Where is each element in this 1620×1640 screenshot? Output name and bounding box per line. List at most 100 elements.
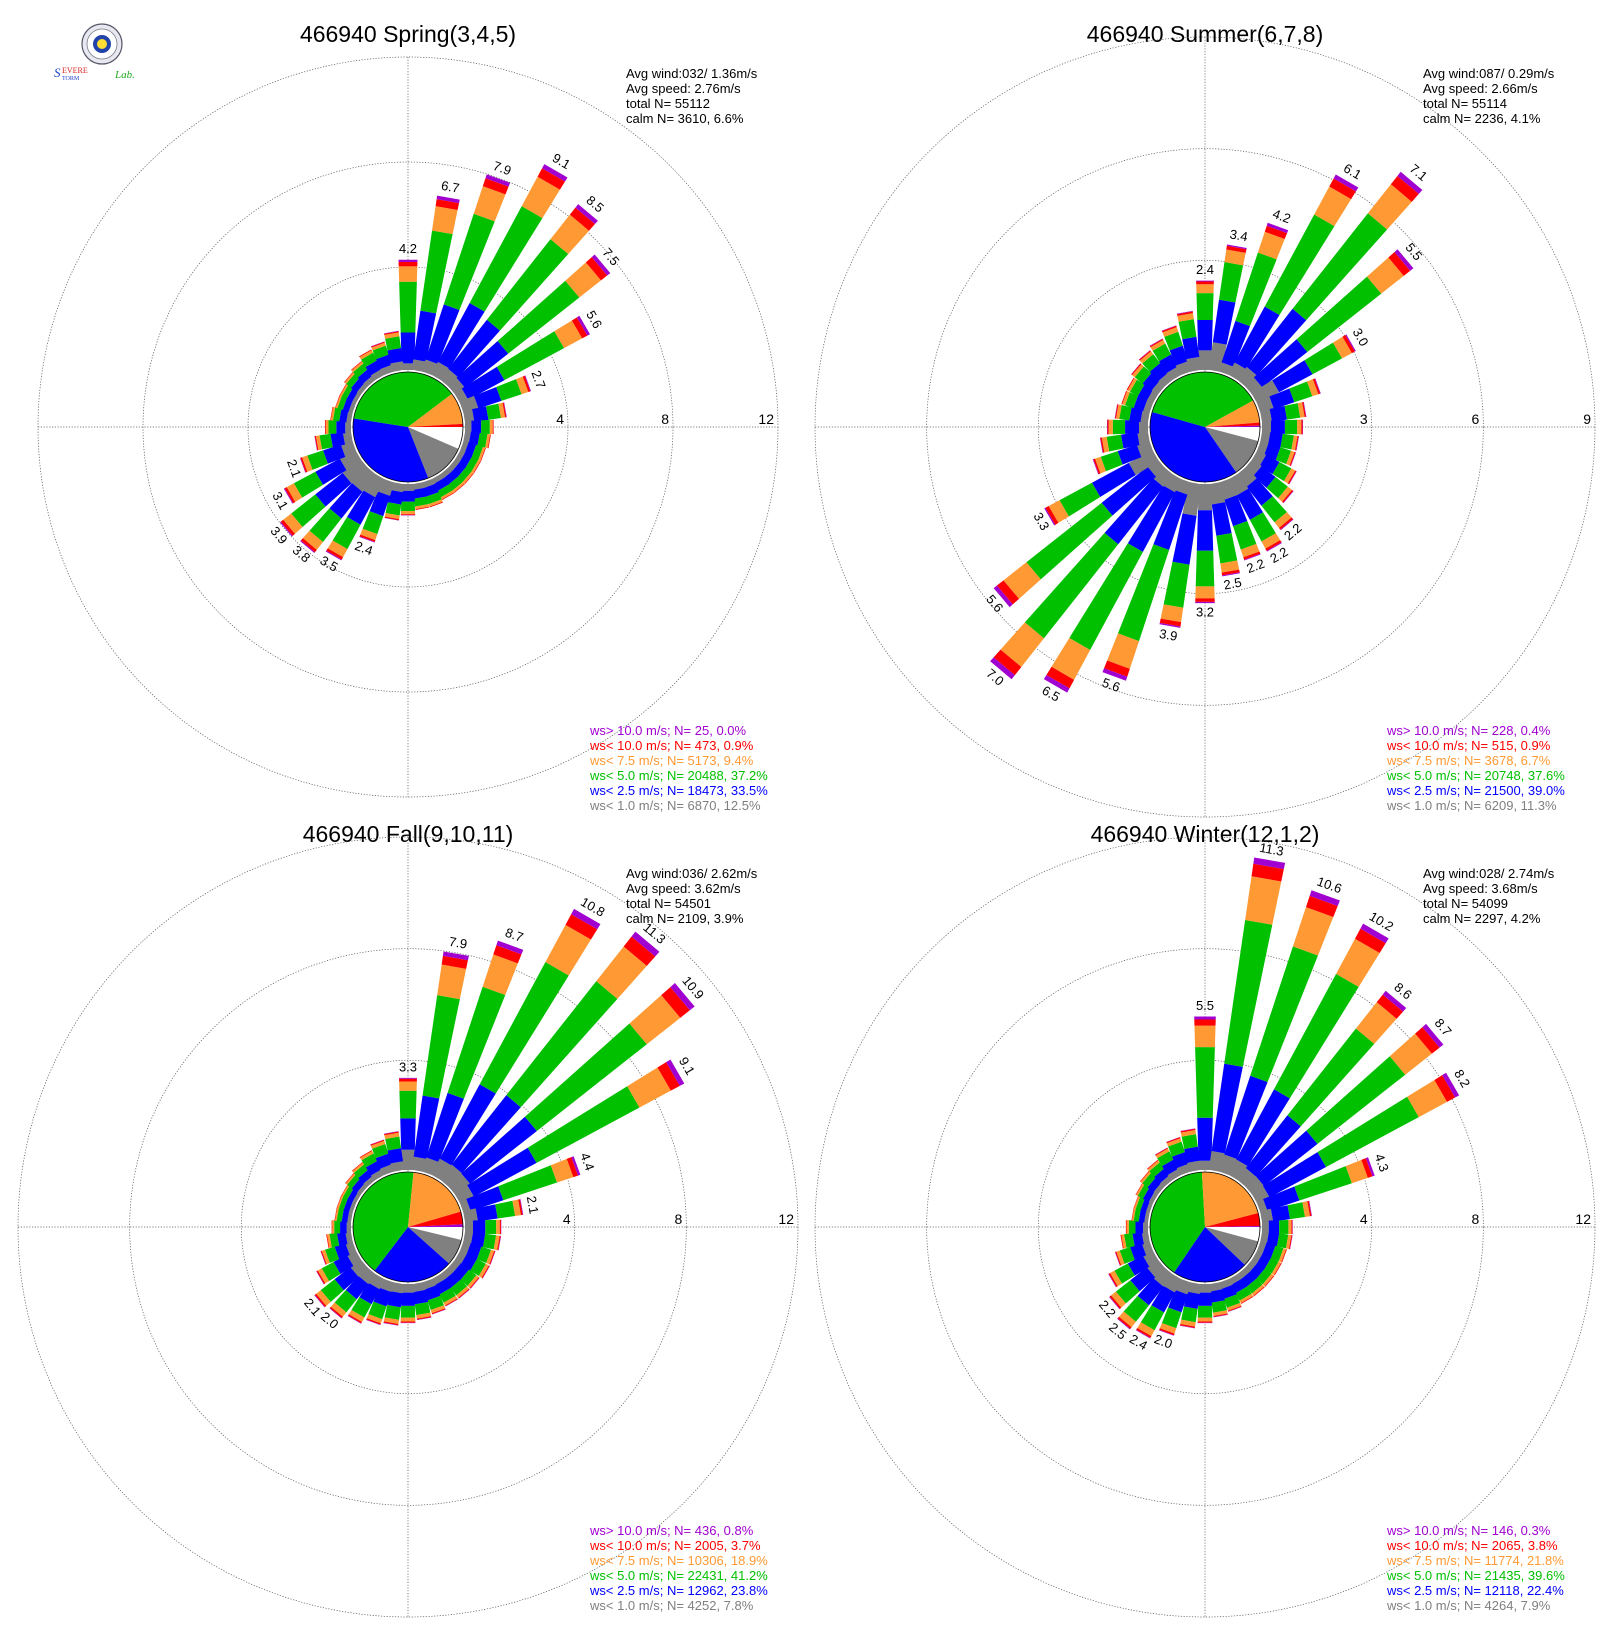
bar-segment bbox=[413, 1095, 440, 1159]
bar-segment bbox=[585, 257, 608, 281]
stat-line: calm N= 2109, 3.9% bbox=[626, 911, 744, 926]
bar-segment bbox=[401, 1292, 415, 1306]
bar-segment bbox=[472, 406, 489, 422]
bar-segment bbox=[314, 436, 318, 451]
direction-bar bbox=[447, 1258, 480, 1289]
bar-segment bbox=[411, 1282, 426, 1293]
bar-segment bbox=[351, 1297, 372, 1318]
direction-bar bbox=[398, 259, 418, 370]
bar-segment bbox=[1145, 1200, 1154, 1214]
bar-segment bbox=[993, 585, 1013, 608]
grid-ring bbox=[240, 1059, 576, 1395]
bar-segment bbox=[1397, 171, 1423, 194]
bar-segment bbox=[1198, 350, 1212, 370]
stat-line: Avg speed: 3.62m/s bbox=[626, 881, 741, 896]
direction-bar bbox=[1208, 1282, 1228, 1318]
ring-label: 12 bbox=[1575, 1211, 1591, 1227]
legend-entry: ws> 10.0 m/s; N= 436, 0.8% bbox=[589, 1523, 754, 1538]
bar-segment bbox=[363, 473, 385, 498]
bar-segment bbox=[459, 1198, 471, 1214]
direction-bar bbox=[330, 406, 353, 424]
bar-segment bbox=[362, 511, 384, 535]
direction-bar bbox=[1251, 334, 1356, 404]
direction-bar bbox=[1208, 857, 1286, 1172]
bar-segment bbox=[445, 1298, 458, 1307]
direction-bar bbox=[447, 458, 475, 484]
bar-segment bbox=[439, 1287, 456, 1303]
direction-bar bbox=[1218, 222, 1289, 376]
bar-segment bbox=[1317, 1096, 1419, 1167]
bar-segment bbox=[1302, 1201, 1310, 1217]
bar-segment bbox=[284, 487, 296, 504]
ring-label: 4 bbox=[556, 411, 564, 427]
bar-segment bbox=[376, 354, 393, 370]
bar-segment bbox=[1250, 946, 1318, 1083]
bar-segment bbox=[1168, 1141, 1185, 1157]
bar-segment bbox=[1303, 401, 1307, 417]
bar-segment bbox=[361, 352, 378, 367]
legend-entry: ws< 5.0 m/s; N= 21435, 39.6% bbox=[1386, 1568, 1565, 1583]
direction-bar bbox=[1114, 404, 1150, 424]
bar-segment bbox=[399, 1077, 417, 1079]
bar-segment bbox=[486, 1249, 495, 1265]
bar-segment bbox=[335, 395, 342, 409]
direction-bar bbox=[421, 478, 443, 508]
bar-segment bbox=[1270, 1245, 1284, 1262]
bar-segment bbox=[1355, 928, 1386, 953]
bar-segment bbox=[300, 538, 317, 553]
bar-segment bbox=[1211, 1063, 1243, 1154]
legend-entry: ws< 2.5 m/s; N= 18473, 33.5% bbox=[589, 783, 768, 798]
bar-segment bbox=[1131, 1207, 1135, 1221]
bar-segment bbox=[346, 410, 353, 424]
bar-segment bbox=[384, 516, 400, 521]
bar-segment bbox=[1345, 1159, 1368, 1184]
bar-segment bbox=[1092, 459, 1099, 475]
bar-segment bbox=[426, 492, 442, 505]
bar-segment bbox=[1256, 1268, 1272, 1285]
bar-segment bbox=[1138, 1209, 1147, 1223]
bar-segment bbox=[413, 496, 429, 507]
bar-segment bbox=[473, 186, 506, 222]
bar-segment bbox=[1278, 486, 1292, 502]
bar-segment bbox=[1104, 660, 1130, 677]
bar-segment bbox=[286, 483, 303, 502]
legend-entry: ws< 10.0 m/s; N= 2065, 3.8% bbox=[1386, 1538, 1558, 1553]
direction-bar bbox=[990, 466, 1174, 680]
bar-segment bbox=[1228, 1159, 1248, 1181]
bar-segment bbox=[465, 456, 479, 472]
bar-segment bbox=[1114, 1263, 1135, 1284]
bar-segment bbox=[319, 433, 333, 450]
bar-segment bbox=[1095, 456, 1106, 474]
bar-segment bbox=[442, 951, 469, 961]
bar-segment bbox=[443, 213, 495, 311]
bar-segment bbox=[339, 408, 349, 423]
bar-segment bbox=[342, 397, 353, 413]
bar-segment bbox=[524, 1023, 647, 1131]
bar-segment bbox=[387, 347, 403, 364]
direction-bar bbox=[326, 1230, 353, 1249]
bar-segment bbox=[1195, 550, 1215, 587]
legend-entry: ws< 5.0 m/s; N= 20748, 37.6% bbox=[1386, 768, 1565, 783]
bar-segment bbox=[1140, 409, 1150, 424]
bar-segment bbox=[1235, 252, 1277, 327]
bar-segment bbox=[1287, 470, 1297, 485]
legend-entry: ws< 10.0 m/s; N= 2005, 3.7% bbox=[589, 1538, 761, 1553]
bar-segment bbox=[425, 304, 460, 364]
bar-segment bbox=[341, 384, 353, 400]
direction-bar bbox=[1149, 338, 1182, 381]
bar-segment bbox=[497, 280, 580, 354]
bar-segment bbox=[279, 521, 293, 537]
bar-segment bbox=[565, 914, 598, 940]
bar-segment bbox=[321, 1249, 330, 1265]
bar-segment bbox=[342, 1185, 354, 1200]
bar-segment bbox=[336, 1231, 348, 1246]
direction-bar bbox=[384, 1131, 405, 1172]
bar-segment bbox=[434, 1279, 451, 1295]
direction-bar bbox=[1228, 923, 1389, 1181]
bar-segment bbox=[1382, 990, 1407, 1012]
bar-segment bbox=[344, 371, 354, 383]
bar-segment bbox=[527, 1086, 640, 1163]
bar-segment bbox=[1213, 1314, 1228, 1318]
bar-segment bbox=[1127, 1255, 1150, 1276]
